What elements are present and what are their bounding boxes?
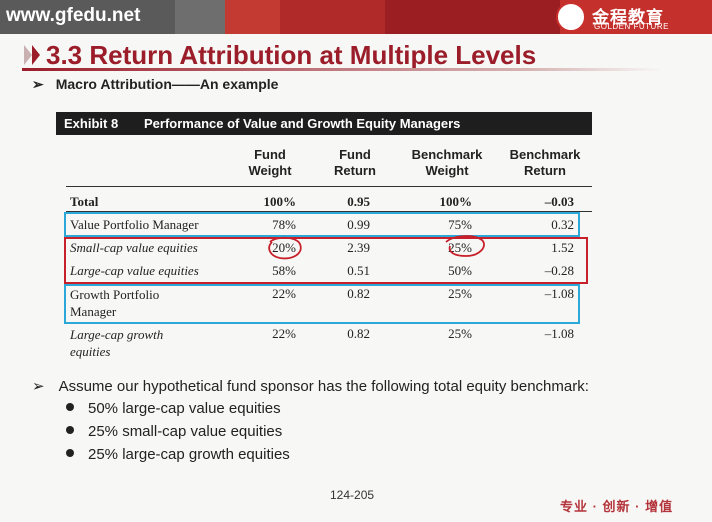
- assumption-arrow-icon: ➢: [32, 378, 45, 395]
- row-label-large-cap-growth: Large-cap growth equities: [70, 326, 163, 360]
- cell-value: 1.52: [551, 240, 574, 255]
- row-label-line: Manager: [70, 304, 117, 319]
- cell-value: 0.82: [347, 286, 370, 301]
- page-number: 124-205: [330, 488, 375, 502]
- cell-value: 50%: [448, 263, 472, 278]
- bar-segment: [225, 0, 280, 34]
- exhibit-caption: Performance of Value and Growth Equity M…: [144, 116, 461, 131]
- row-label-large-cap-value: Large-cap value equities: [70, 263, 199, 278]
- logo-seal-icon: [556, 2, 586, 32]
- logo-chinese: 金程教育: [592, 8, 664, 27]
- col-header-benchmark-return: Benchmark Return: [500, 147, 590, 179]
- cell-value: 75%: [448, 217, 472, 232]
- slide-title: 3.3 Return Attribution at Multiple Level…: [46, 40, 537, 70]
- bullet-icon: [66, 449, 74, 457]
- list-item: 50% large-cap value equities: [66, 400, 281, 417]
- title-arrow-icon: [24, 45, 40, 65]
- top-bar: www.gfedu.net 金程教育 GOLDEN FUTURE: [0, 0, 712, 34]
- list-item: 25% small-cap value equities: [66, 423, 282, 440]
- subtitle: ➢ Macro Attribution——An example: [32, 76, 278, 93]
- bullet-text: 25% small-cap value equities: [88, 423, 283, 440]
- cell-value: 0.32: [551, 217, 574, 232]
- assumption-sentence: Assume our hypothetical fund sponsor has…: [58, 378, 589, 395]
- row-label-small-cap-value: Small-cap value equities: [70, 240, 198, 255]
- row-label-value-manager: Value Portfolio Manager: [70, 217, 199, 232]
- cell-value: 0.51: [347, 263, 370, 278]
- bar-segment: [385, 0, 560, 34]
- bullet-text: 25% large-cap growth equities: [88, 446, 290, 463]
- site-url[interactable]: www.gfedu.net: [6, 5, 141, 26]
- bullet-text: 50% large-cap value equities: [88, 400, 281, 417]
- col-header-line: Fund: [339, 147, 371, 162]
- hand-circle-icon: [268, 236, 302, 260]
- highlight-box-value-segments: [64, 237, 588, 284]
- col-header-line: Return: [524, 163, 566, 178]
- col-header-benchmark-weight: Benchmark Weight: [405, 147, 489, 179]
- cell-value: –1.08: [544, 326, 574, 341]
- highlight-box-growth: [64, 284, 580, 324]
- highlight-box-value: [64, 212, 580, 237]
- col-header-line: Benchmark: [411, 147, 483, 162]
- subtitle-arrow-icon: ➢: [32, 76, 44, 92]
- cell-value: 58%: [272, 263, 296, 278]
- col-header-line: Weight: [425, 163, 469, 178]
- footer-tagline: 专业 · 创新 · 增值: [560, 499, 674, 514]
- cell-value: 100%: [263, 194, 297, 209]
- cell-value: 25%: [448, 286, 472, 301]
- row-label-line: equities: [70, 344, 111, 359]
- title-underline: [22, 68, 662, 71]
- cell-value: –0.03: [544, 194, 574, 209]
- subtitle-text: Macro Attribution——An example: [55, 76, 279, 92]
- col-header-fund-weight: Fund Weight: [240, 147, 300, 179]
- total-rule: [66, 211, 592, 212]
- brand-logo: 金程教育 GOLDEN FUTURE: [556, 2, 706, 34]
- col-header-line: Return: [334, 163, 376, 178]
- list-item: 25% large-cap growth equities: [66, 446, 290, 463]
- cell-value: 2.39: [347, 240, 370, 255]
- header-rule: [66, 186, 592, 187]
- cell-value: 22%: [272, 286, 296, 301]
- cell-value: –1.08: [544, 286, 574, 301]
- col-header-line: Benchmark: [509, 147, 581, 162]
- exhibit-number: Exhibit 8: [64, 116, 119, 131]
- cell-value: –0.28: [544, 263, 574, 278]
- cell-value: 25%: [448, 240, 472, 255]
- bullet-icon: [66, 426, 74, 434]
- bar-segment: [175, 0, 225, 34]
- row-label-line: Large-cap growth: [70, 327, 164, 342]
- cell-value: 100%: [439, 194, 473, 209]
- col-header-line: Fund: [254, 147, 286, 162]
- cell-value: 25%: [448, 326, 472, 341]
- hand-circle-icon: [445, 235, 485, 257]
- logo-english: GOLDEN FUTURE: [594, 22, 669, 31]
- bar-segment: [280, 0, 385, 34]
- cell-value: 0.95: [347, 194, 370, 209]
- row-label-line: Growth Portfolio: [70, 287, 160, 302]
- cell-value: 0.82: [347, 326, 370, 341]
- cell-value: 78%: [272, 217, 296, 232]
- row-label-total: Total: [70, 194, 99, 209]
- cell-value: 22%: [272, 326, 296, 341]
- bullet-icon: [66, 403, 74, 411]
- col-header-line: Weight: [248, 163, 292, 178]
- row-label-growth-manager: Growth Portfolio Manager: [70, 286, 159, 320]
- cell-value: 0.99: [347, 217, 370, 232]
- exhibit-header: Exhibit 8 Performance of Value and Growt…: [56, 112, 592, 135]
- assumption-text: ➢ Assume our hypothetical fund sponsor ha…: [32, 377, 589, 395]
- col-header-fund-return: Fund Return: [325, 147, 385, 179]
- cell-value: 20%: [272, 240, 296, 255]
